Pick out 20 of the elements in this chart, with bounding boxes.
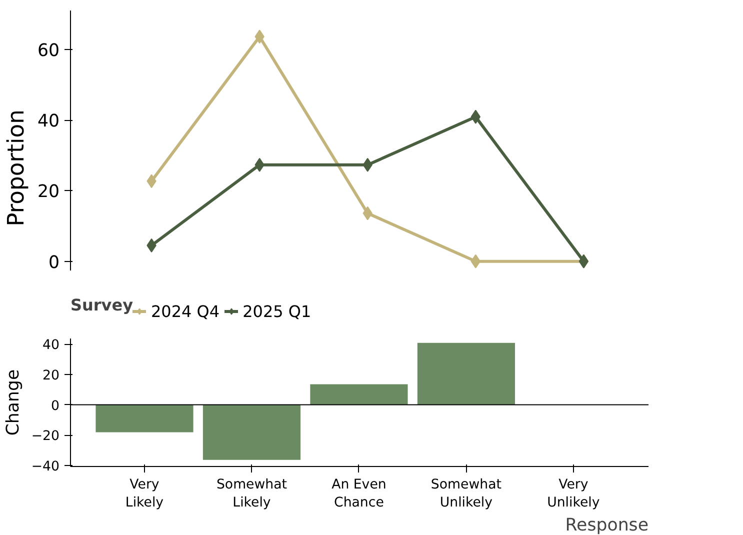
x-tick-label: Very Likely: [125, 478, 164, 510]
y-axis-title: Change: [3, 369, 24, 436]
y-tick-label: 20: [37, 182, 60, 202]
y-tick-label: −40: [31, 459, 60, 474]
y-tick-label: 0: [51, 398, 60, 414]
x-tick-label: Somewhat Likely: [216, 478, 288, 510]
y-tick-label: 60: [37, 40, 60, 61]
y-tick-label: 20: [42, 368, 60, 384]
legend-label: 2025 Q1: [242, 302, 312, 320]
y-tick-label: −20: [31, 429, 60, 444]
y-tick-label: 40: [42, 338, 60, 354]
legend-label: 2024 Q4: [151, 302, 220, 320]
y-tick-label: 0: [48, 252, 60, 273]
y-axis-title: Proportion: [3, 110, 30, 226]
legend-title: Survey: [70, 296, 134, 314]
x-tick-label: An Even Chance: [332, 478, 386, 510]
x-tick-label: Somewhat Unlikely: [430, 478, 502, 510]
x-axis-title: Response: [565, 516, 649, 535]
y-tick-label: 40: [37, 112, 60, 132]
x-tick-label: Very Unlikely: [547, 478, 600, 510]
